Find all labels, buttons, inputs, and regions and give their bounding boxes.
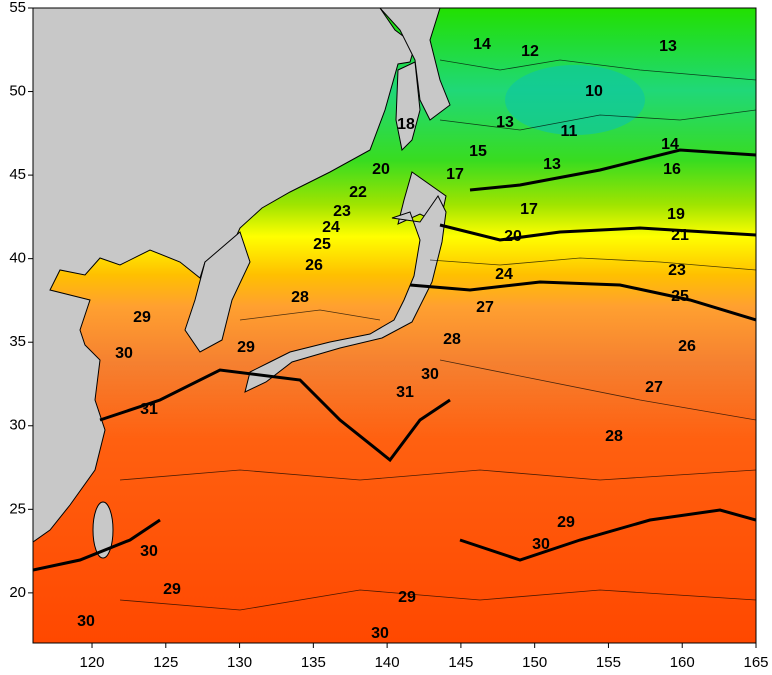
contour-label: 14 (473, 36, 491, 53)
land-taiwan (92, 501, 114, 559)
land-korea (184, 231, 251, 353)
contour-label: 25 (313, 236, 331, 253)
x-tick-label: 140 (375, 654, 400, 671)
x-tick-label: 125 (153, 654, 178, 671)
x-tick-label: 150 (522, 654, 547, 671)
x-tick-label: 120 (80, 654, 105, 671)
contour-label: 30 (77, 613, 95, 630)
contour-label: 28 (291, 289, 309, 306)
contour-label: 29 (398, 589, 416, 606)
contour-label: 20 (504, 228, 522, 245)
x-tick-label: 165 (743, 654, 768, 671)
contour-label: 21 (671, 227, 689, 244)
thin-contours (119, 59, 756, 611)
contour-label: 13 (659, 38, 677, 55)
contour-label: 30 (115, 345, 133, 362)
contour-label: 16 (663, 161, 681, 178)
map-area (33, 8, 756, 643)
contour-label: 25 (671, 288, 689, 305)
contour-label: 17 (520, 201, 538, 218)
y-tick-label: 50 (9, 83, 26, 100)
cold-pool (505, 65, 645, 135)
x-tick-label: 155 (596, 654, 621, 671)
contour-label: 27 (645, 379, 663, 396)
thick-contours (33, 148, 756, 572)
contour-label: 13 (496, 114, 514, 131)
contour-label: 29 (133, 309, 151, 326)
x-tick-label: 135 (301, 654, 326, 671)
land-japan (244, 195, 447, 393)
y-tick-label: 45 (9, 166, 26, 183)
contour-label: 31 (396, 384, 414, 401)
contour-label: 20 (372, 161, 390, 178)
frame (32, 7, 757, 644)
land-north (379, 8, 451, 121)
contour-label: 29 (557, 514, 575, 531)
contour-label: 12 (521, 43, 539, 60)
contour-label: 24 (495, 266, 513, 283)
contour-label: 30 (140, 543, 158, 560)
contour-label: 14 (661, 136, 679, 153)
contour-label: 24 (322, 219, 340, 236)
y-tick-label: 40 (9, 250, 26, 267)
y-tick-label: 25 (9, 500, 26, 517)
contour-label: 30 (532, 536, 550, 553)
contour-label: 19 (667, 206, 685, 223)
contour-label: 10 (585, 83, 603, 100)
contour-label: 30 (371, 625, 389, 642)
y-tick-label: 30 (9, 417, 26, 434)
contour-label: 28 (605, 428, 623, 445)
contour-label: 29 (237, 339, 255, 356)
y-tick-label: 55 (9, 0, 26, 16)
contour-label: 23 (333, 203, 351, 220)
contour-label: 31 (140, 401, 158, 418)
contour-label: 26 (678, 338, 696, 355)
x-tick-label: 130 (227, 654, 252, 671)
contour-label: 15 (469, 143, 487, 160)
contour-label: 26 (305, 257, 323, 274)
contour-label: 17 (446, 166, 464, 183)
contour-label: 18 (397, 116, 415, 133)
contour-label: 30 (421, 366, 439, 383)
contour-label: 27 (476, 299, 494, 316)
contour-label: 29 (163, 581, 181, 598)
contour-label: 13 (543, 156, 561, 173)
y-tick-label: 35 (9, 333, 26, 350)
contour-label: 11 (561, 123, 578, 140)
x-tick-label: 160 (670, 654, 695, 671)
contour-label: 23 (668, 262, 686, 279)
contour-label: 22 (349, 184, 367, 201)
x-tick-label: 145 (448, 654, 473, 671)
contour-label: 28 (443, 331, 461, 348)
y-tick-label: 20 (9, 584, 26, 601)
